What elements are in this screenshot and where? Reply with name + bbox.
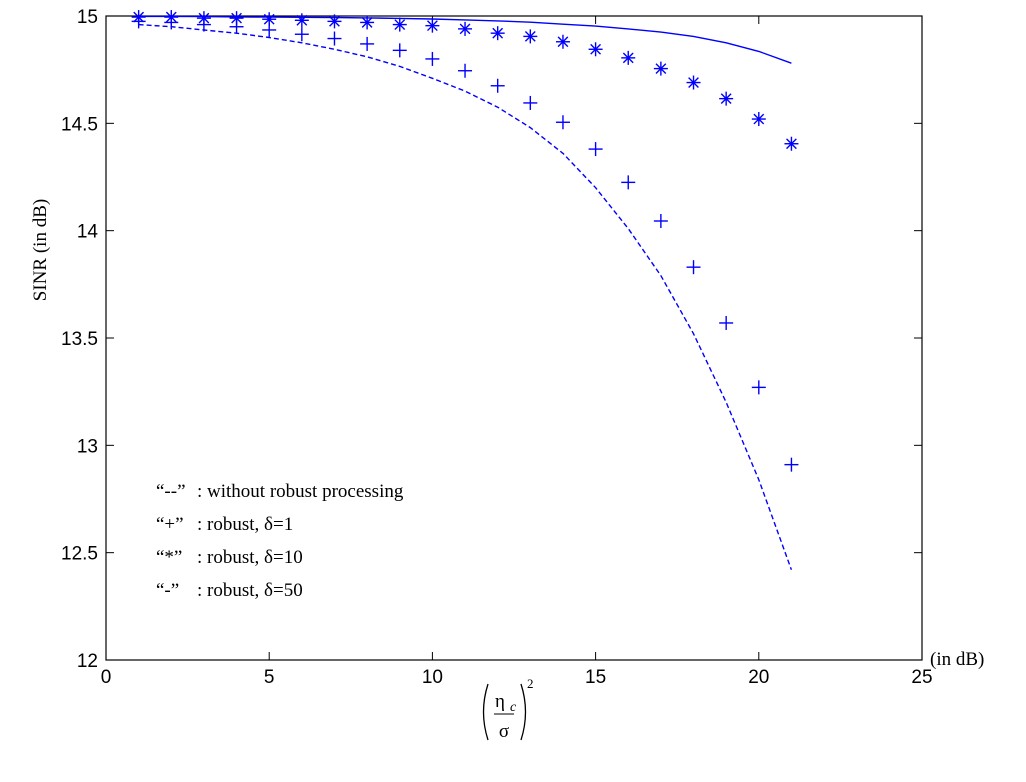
marker-star	[523, 29, 538, 44]
marker-plus	[294, 27, 309, 42]
marker-plus	[490, 78, 505, 93]
legend-label: : without robust processing	[197, 481, 404, 502]
legend-label: : robust, δ=1	[197, 514, 293, 535]
marker-star	[425, 18, 440, 33]
marker-star	[327, 14, 342, 29]
marker-star	[458, 21, 473, 36]
marker-star	[392, 17, 407, 32]
marker-star	[588, 42, 603, 57]
marker-star	[653, 61, 668, 76]
y-tick-label: 12.5	[61, 544, 98, 565]
y-tick-label: 14.5	[61, 114, 98, 135]
marker-plus	[686, 260, 701, 275]
legend-symbol: “--”	[156, 481, 186, 502]
plot-area: 0 5 10 15 20 25 12 12.5 13 13.5 14 14.5 15	[61, 7, 933, 688]
marker-plus	[392, 43, 407, 58]
y-tick-label: 13	[77, 436, 98, 457]
marker-plus	[425, 51, 440, 66]
marker-star	[621, 50, 636, 65]
y-tick-label: 12	[77, 651, 98, 672]
marker-star	[196, 11, 211, 26]
x-tick-label: 25	[911, 667, 932, 688]
marker-plus	[458, 63, 473, 78]
marker-plus	[555, 115, 570, 130]
y-tick-label: 13.5	[61, 329, 98, 350]
legend-symbol: “*”	[156, 547, 182, 568]
x-label-denominator: σ	[499, 721, 509, 742]
marker-star	[294, 13, 309, 28]
marker-plus	[360, 36, 375, 51]
legend: “--” : without robust processing “+” : robu…	[156, 481, 404, 601]
y-tick-label: 14	[77, 222, 99, 243]
x-tick-label: 20	[748, 667, 769, 688]
x-tick-label: 5	[264, 667, 275, 688]
marker-plus	[523, 95, 538, 110]
y-tick-label: 15	[77, 7, 98, 28]
marker-star	[262, 12, 277, 27]
marker-plus	[719, 315, 734, 330]
y-axis-label: SINR (in dB)	[30, 199, 51, 301]
marker-star	[719, 91, 734, 106]
legend-symbol: “-”	[156, 580, 179, 601]
x-label-exponent: 2	[527, 676, 534, 691]
marker-plus	[327, 31, 342, 46]
x-axis-label: η c σ 2	[482, 676, 534, 742]
marker-plus	[751, 380, 766, 395]
marker-plus	[621, 175, 636, 190]
legend-symbol: “+”	[156, 514, 184, 535]
marker-star	[751, 112, 766, 127]
series-line-solid	[138, 15, 792, 64]
marker-star	[784, 136, 799, 151]
marker-plus	[653, 214, 668, 229]
x-tick-label: 0	[101, 667, 112, 688]
marker-star	[490, 26, 505, 41]
marker-star	[686, 75, 701, 90]
marker-plus	[588, 142, 603, 157]
legend-label: : robust, δ=10	[197, 547, 303, 568]
series-line-dashed	[138, 23, 793, 571]
marker-star	[229, 11, 244, 26]
x-axis-unit-label: (in dB)	[930, 649, 984, 670]
x-tick-label: 15	[585, 667, 606, 688]
x-label-numerator: η	[495, 691, 505, 712]
marker-plus	[784, 457, 799, 472]
x-tick-label: 10	[422, 667, 443, 688]
marker-star	[555, 34, 570, 49]
legend-label: : robust, δ=50	[197, 580, 303, 601]
x-label-subscript: c	[510, 700, 517, 715]
